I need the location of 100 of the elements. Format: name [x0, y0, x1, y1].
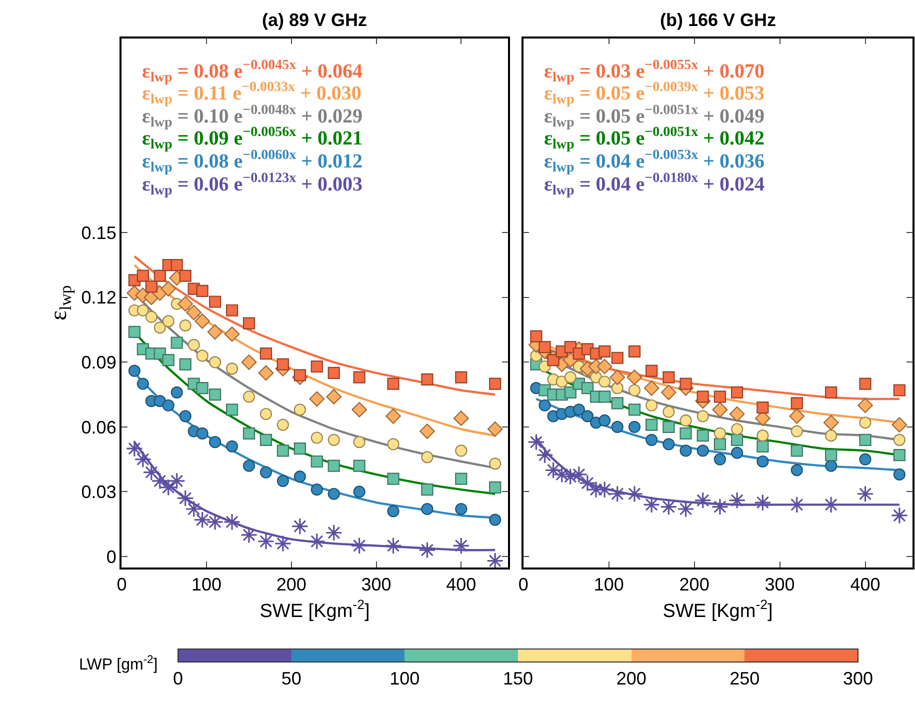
point [291, 518, 309, 535]
point [226, 440, 238, 452]
point [598, 376, 611, 388]
point [194, 511, 211, 528]
color-bar-label: 50 [281, 668, 302, 689]
point [384, 537, 402, 554]
point [226, 304, 238, 316]
point [328, 460, 340, 472]
point [611, 382, 624, 394]
point [680, 414, 692, 427]
point [489, 458, 502, 470]
point [128, 364, 140, 377]
color-bar-label: 250 [730, 668, 760, 689]
point [353, 436, 366, 448]
point [170, 386, 183, 398]
point [859, 416, 872, 429]
point [350, 537, 368, 554]
point [170, 336, 183, 349]
point [789, 408, 805, 424]
point [326, 389, 342, 404]
point [257, 532, 275, 550]
y-tick-label: 0.12 [81, 288, 116, 308]
point [556, 376, 568, 388]
point [168, 472, 186, 490]
point [644, 380, 660, 396]
point [756, 440, 769, 452]
point [294, 404, 306, 416]
point [421, 502, 434, 516]
point [154, 322, 166, 334]
point [276, 444, 289, 457]
point [598, 345, 611, 358]
point [660, 384, 676, 400]
point [352, 402, 368, 418]
point [489, 481, 502, 494]
x-tick-label: 200 [276, 574, 306, 595]
point [179, 410, 192, 422]
point [790, 464, 803, 476]
point [611, 420, 624, 434]
point [160, 478, 177, 496]
point [455, 371, 468, 384]
point [310, 455, 323, 468]
point [386, 408, 401, 424]
point [731, 386, 744, 398]
point [453, 410, 469, 426]
point [892, 417, 908, 432]
line-series [133, 255, 496, 396]
x-tick-label: 100 [192, 574, 222, 595]
x-tick-label: 400 [446, 574, 476, 595]
point [208, 388, 222, 401]
point [136, 270, 149, 282]
point [310, 360, 323, 373]
point [581, 382, 594, 394]
point [310, 432, 323, 444]
point [680, 378, 692, 390]
point [188, 338, 200, 351]
point [274, 534, 292, 552]
point [712, 402, 728, 418]
point [160, 281, 176, 296]
point [714, 453, 726, 466]
point [387, 505, 400, 518]
point [646, 418, 658, 431]
point [421, 451, 434, 464]
point [646, 434, 658, 446]
point [628, 384, 641, 396]
point [142, 464, 160, 481]
point [564, 386, 576, 398]
point [421, 373, 434, 386]
point [696, 444, 709, 457]
point [731, 423, 744, 436]
point [179, 270, 192, 282]
point [790, 444, 803, 457]
point [185, 500, 202, 518]
point [680, 427, 692, 440]
point [581, 410, 594, 422]
point [714, 438, 726, 450]
point [662, 438, 675, 450]
point [544, 462, 562, 479]
point [241, 354, 257, 370]
y-tick-label: 0.15 [81, 222, 116, 243]
point [696, 430, 709, 442]
point [728, 492, 746, 509]
point [325, 524, 342, 542]
y-tick-label: 0.03 [81, 482, 116, 502]
point [825, 386, 838, 398]
point [859, 378, 872, 390]
point [859, 453, 872, 466]
point [136, 378, 149, 390]
point [893, 468, 906, 480]
point [162, 315, 174, 328]
point [611, 397, 624, 410]
point [196, 350, 208, 362]
point [276, 418, 289, 431]
point [223, 513, 241, 531]
point [823, 414, 839, 430]
point [578, 474, 596, 492]
point [387, 378, 400, 390]
point [731, 434, 744, 446]
point [825, 430, 838, 442]
color-bar-title: LWP [gm$^{-2}$] [79, 654, 158, 674]
point [572, 404, 585, 416]
